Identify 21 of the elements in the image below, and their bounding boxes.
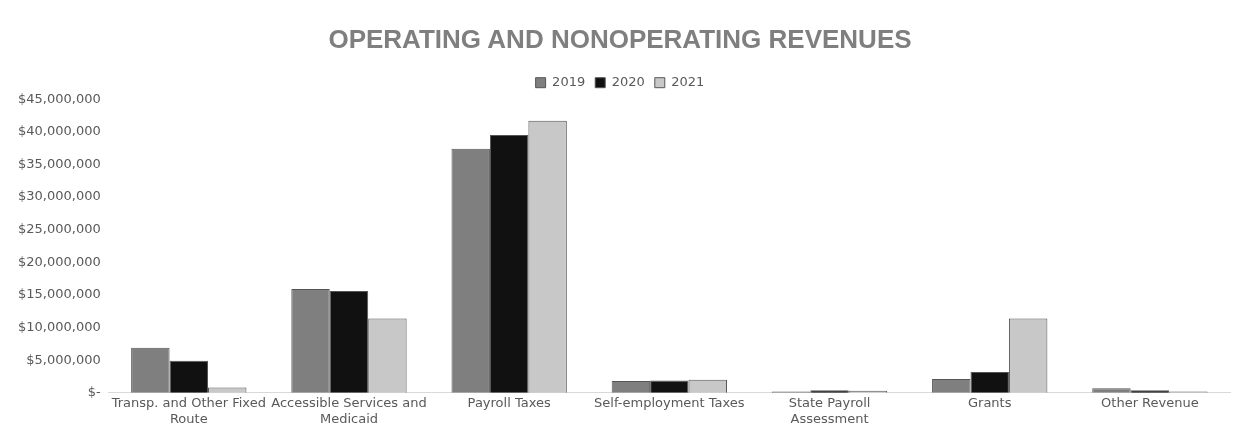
x-tick-label: Other Revenue [1101, 394, 1199, 410]
legend-label: 2019 [552, 74, 586, 90]
legend-label: 2021 [671, 74, 705, 90]
y-tick-label: $5,000,000 [26, 351, 101, 367]
y-tick-label: $45,000,000 [17, 90, 101, 106]
y-tick-label: $10,000,000 [17, 318, 101, 334]
x-tick-label: Accessible Services and Medicaid [271, 394, 427, 426]
legend-label: 2020 [611, 74, 645, 90]
x-tick-label: Self-employment Taxes [594, 394, 745, 410]
y-tick-label: $20,000,000 [17, 253, 101, 269]
x-tick-label: Grants [967, 394, 1012, 410]
x-tick-label: Transp. and Other Fixed Route [110, 394, 266, 426]
y-tick-label: $- [87, 384, 102, 400]
y-tick-label: $25,000,000 [17, 221, 101, 237]
x-tick-label: Payroll Taxes [467, 394, 551, 410]
chart-title: OPERATING AND NONOPERATING REVENUES [328, 23, 912, 54]
y-tick-label: $15,000,000 [17, 286, 101, 302]
y-tick-label: $40,000,000 [17, 123, 101, 139]
y-tick-label: $30,000,000 [17, 188, 101, 204]
x-tick-label: State Payroll Assessment [788, 394, 871, 426]
y-tick-label: $35,000,000 [17, 155, 101, 171]
